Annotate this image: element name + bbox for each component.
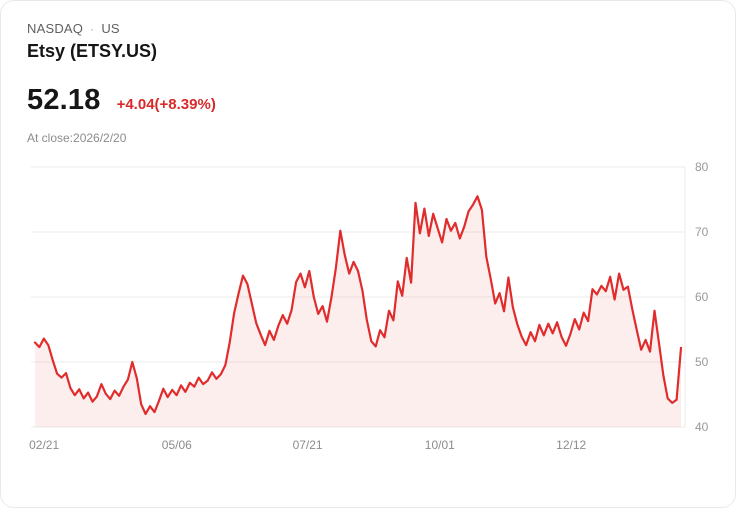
region-label: US <box>101 21 120 36</box>
price-change: +4.04(+8.39%) <box>116 96 216 113</box>
exchange-row: NASDAQ · US <box>27 21 735 36</box>
svg-text:50: 50 <box>695 355 709 369</box>
svg-text:05/06: 05/06 <box>162 438 192 452</box>
stock-title: Etsy (ETSY.US) <box>27 41 158 61</box>
price-chart[interactable]: 40 50 60 70 80 02/21 05/06 07/21 10/01 12/12 <box>29 160 736 461</box>
svg-text:12/12: 12/12 <box>556 438 586 452</box>
last-price: 52.18 <box>27 84 101 116</box>
price-row: 52.18 +4.04(+8.39%) <box>27 84 735 117</box>
exchange-label: NASDAQ <box>27 21 84 36</box>
svg-text:80: 80 <box>695 160 709 174</box>
svg-text:70: 70 <box>695 225 709 239</box>
svg-text:07/21: 07/21 <box>293 438 323 452</box>
price-chart-svg[interactable]: 40 50 60 70 80 02/21 05/06 07/21 10/01 12/12 <box>29 160 736 461</box>
dot-separator: · <box>90 21 95 36</box>
svg-text:02/21: 02/21 <box>29 438 59 452</box>
svg-text:60: 60 <box>695 290 709 304</box>
svg-text:10/01: 10/01 <box>425 438 455 452</box>
at-close-note: At close:2026/2/20 <box>27 131 127 145</box>
svg-text:40: 40 <box>695 420 709 434</box>
